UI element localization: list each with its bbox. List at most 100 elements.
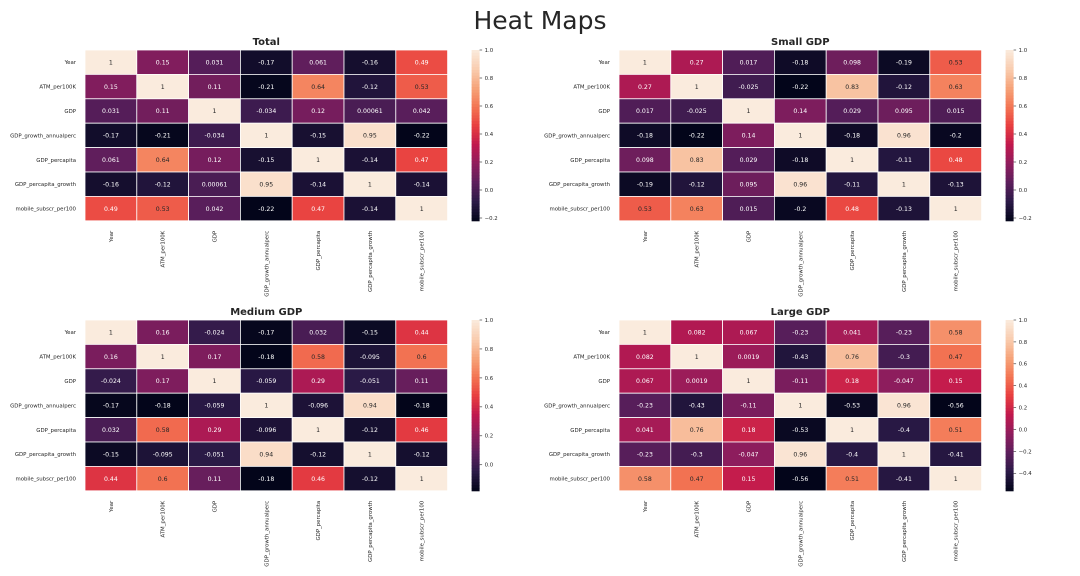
colorbar-segment — [471, 408, 480, 412]
heatmap-cell — [343, 465, 397, 492]
cell-value-label: -0.18 — [844, 133, 860, 140]
col-tick-label: Year — [643, 230, 649, 243]
col-tick-label: mobile_subscr_per100 — [954, 230, 960, 291]
cell-value-label: 0.029 — [740, 157, 758, 164]
cell-value-label: 0.58 — [638, 476, 652, 483]
cell-value-label: 0.53 — [156, 206, 170, 213]
colorbar-segment — [1005, 357, 1014, 361]
colorbar-tick-label: 0.8 — [1019, 340, 1028, 346]
cell-value-label: 0.061 — [309, 59, 327, 66]
colorbar-tick-label: 0.6 — [485, 376, 494, 382]
colorbar-segment — [471, 487, 480, 492]
colorbar-segment — [471, 81, 480, 85]
heatmap-panel-4: Large GDP 1 0.082 0.067 -0.23 0.041 -0.23 0.58 0… — [544, 307, 1032, 567]
colorbar-segment — [1005, 445, 1014, 449]
colorbar-segment — [1005, 206, 1014, 210]
colorbar-segment — [1005, 368, 1014, 372]
colorbar-segment — [471, 98, 480, 102]
cell-value-label: 0.58 — [311, 354, 325, 361]
row-tick-label: GDP — [598, 379, 610, 385]
colorbar-tick-label: 0.4 — [485, 132, 494, 138]
cell-value-label: 0.12 — [208, 157, 222, 164]
cell-value-label: 1 — [161, 354, 165, 361]
cell-value-label: 0.015 — [740, 206, 758, 213]
colorbar-segment — [1005, 322, 1014, 327]
cell-value-label: -0.12 — [362, 427, 378, 434]
colorbar-segment — [1005, 439, 1014, 443]
colorbar-segment — [1005, 320, 1014, 324]
colorbar-segment — [471, 215, 480, 219]
cell-value-label: 0.47 — [415, 157, 429, 164]
heatmap-cell — [136, 417, 190, 443]
cell-value-label: -0.22 — [689, 133, 705, 140]
cell-value-label: 0.76 — [845, 354, 859, 361]
colorbar-segment — [1005, 442, 1014, 446]
cell-value-label: 0.58 — [949, 329, 963, 336]
colorbar-segment — [1005, 402, 1014, 406]
row-tick-label: GDP_percapita — [36, 428, 76, 434]
colorbar-segment — [1005, 362, 1014, 367]
colorbar-segment — [1005, 433, 1014, 438]
colorbar-segment — [471, 78, 480, 82]
colorbar-segment — [471, 104, 480, 108]
colorbar-segment — [1005, 450, 1014, 455]
colorbar-segment — [1005, 339, 1014, 344]
colorbar-segment — [1005, 192, 1014, 196]
cell-value-label: -0.034 — [205, 133, 225, 140]
cell-value-label: -0.11 — [792, 378, 808, 385]
colorbar-segment — [471, 58, 480, 62]
cell-value-label: 0.6 — [417, 354, 427, 361]
cell-value-label: -0.23 — [792, 329, 808, 336]
heatmap-cell — [670, 74, 723, 100]
cell-value-label: 0.46 — [415, 427, 429, 434]
cell-value-label: -0.56 — [792, 476, 808, 483]
cell-value-label: 0.27 — [690, 59, 704, 66]
colorbar-segment — [1005, 64, 1014, 68]
cell-value-label: 0.29 — [311, 378, 325, 385]
colorbar-tick-label: 0.4 — [485, 405, 494, 411]
colorbar-segment — [471, 206, 480, 210]
cell-value-label: 0.44 — [104, 476, 118, 483]
colorbar-tick-label: 0.6 — [485, 104, 494, 110]
colorbar-segment — [471, 101, 480, 105]
colorbar-tick-label: −0.2 — [1019, 216, 1032, 222]
heatmap-cell — [618, 343, 672, 370]
cell-value-label: -0.096 — [308, 403, 328, 410]
cell-value-label: 0.042 — [413, 108, 431, 115]
heatmap-cell — [291, 171, 345, 197]
colorbar-segment — [1005, 459, 1014, 463]
heatmap-cell — [188, 195, 241, 222]
colorbar-tick-label: 0.0 — [1019, 427, 1028, 433]
cell-value-label: -0.051 — [205, 451, 225, 458]
colorbar: 1.0 0.8 0.6 0.4 0.2 0.0 −0.2 — [1005, 48, 1032, 222]
colorbar-tick-label: 0.4 — [1019, 384, 1028, 390]
cell-value-label: 0.51 — [845, 476, 859, 483]
colorbar-segment — [471, 345, 480, 349]
colorbar-segment — [1005, 436, 1014, 441]
colorbar-segment — [471, 385, 480, 389]
heatmap-cell — [84, 368, 138, 394]
heatmap-panels: Total 1 0.15 0.031 -0.17 0.061 -0.16 0.49 0.15 1 0… — [10, 37, 1032, 567]
colorbar-segment — [471, 175, 480, 179]
row-tick-label: Year — [64, 60, 77, 66]
cell-value-label: 1 — [368, 181, 372, 188]
colorbar-segment — [1005, 365, 1014, 369]
cell-value-label: -0.051 — [360, 378, 380, 385]
colorbar-segment — [1005, 425, 1014, 429]
figure-title: Heat Maps — [473, 6, 606, 35]
colorbar-segment — [471, 178, 480, 182]
colorbar-segment — [471, 485, 480, 489]
heatmap-cell — [774, 392, 827, 419]
cell-value-label: -0.23 — [637, 451, 653, 458]
heatmap-cell — [877, 392, 931, 419]
colorbar-segment — [471, 396, 480, 401]
colorbar-segment — [1005, 180, 1014, 185]
colorbar-segment — [1005, 325, 1014, 330]
cell-value-label: 1 — [213, 108, 217, 115]
cell-value-label: -0.43 — [792, 354, 808, 361]
heatmap-cell — [929, 319, 982, 345]
colorbar-tick-label: 1.0 — [485, 318, 494, 324]
colorbar-segment — [471, 416, 480, 421]
cell-value-label: 0.00061 — [202, 181, 228, 188]
heatmap-cell — [84, 171, 138, 197]
